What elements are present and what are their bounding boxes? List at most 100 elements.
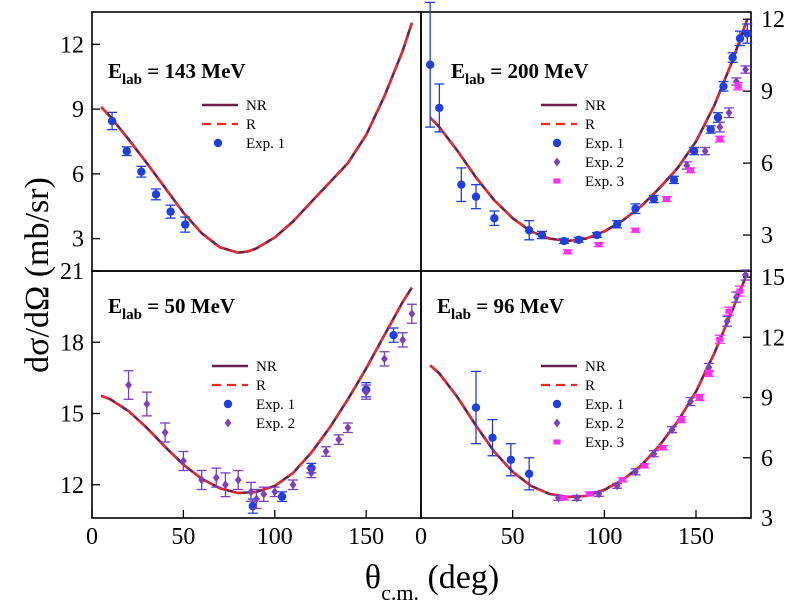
y-tick-label: 3 (761, 223, 773, 249)
data-point (122, 147, 131, 156)
data-point (687, 397, 694, 407)
x-axis-label-theta: θ (365, 559, 381, 596)
data-point (701, 146, 709, 156)
y-tick-label: 12 (60, 473, 84, 499)
data-point (595, 489, 603, 499)
y-tick-label: 15 (60, 402, 84, 428)
data-point (725, 308, 733, 314)
data-point (689, 146, 699, 156)
data-point (686, 167, 695, 173)
legend: NR R Exp. 1 Exp. 2 Exp. 3 (541, 359, 624, 451)
data-point (631, 227, 640, 233)
data-point (198, 475, 206, 485)
legend-label: R (585, 378, 595, 394)
data-point (457, 180, 466, 189)
legend-label: NR (246, 98, 267, 114)
data-point (716, 336, 724, 342)
x-axis-label-sub: c.m. (381, 580, 419, 605)
data-point (277, 492, 287, 501)
legend-swatch-exp--3 (553, 439, 561, 445)
data-point (137, 167, 146, 176)
legend-label: NR (256, 359, 277, 375)
panel-title: Elab = 96 MeV (437, 294, 564, 323)
data-point (736, 288, 744, 294)
series-exp--2 (123, 303, 417, 510)
series-exp--3 (559, 285, 745, 501)
data-point (253, 494, 260, 504)
x-tick-label: 100 (257, 524, 293, 550)
legend-label: Exp. 2 (585, 416, 624, 432)
series-exp--1 (107, 111, 191, 233)
x-tick-label: 150 (678, 524, 714, 550)
legend-swatch-exp--1 (552, 399, 562, 409)
data-point (560, 495, 568, 501)
y-tick-label: 9 (761, 79, 773, 105)
y-tick-label: 18 (60, 330, 84, 356)
y-tick-label: 9 (761, 386, 773, 412)
data-point (161, 428, 169, 437)
legend-label: Exp. 2 (256, 416, 295, 432)
data-point (728, 53, 737, 62)
data-point (613, 481, 621, 491)
legend-swatch-exp--3 (553, 178, 561, 184)
legend-swatch-exp--1 (223, 399, 233, 409)
data-point (408, 309, 416, 319)
panel-frame (420, 270, 752, 519)
y-tick-label: 15 (761, 265, 785, 291)
data-point (381, 354, 388, 364)
curve-R (100, 22, 413, 254)
legend-label: R (585, 117, 595, 133)
data-point (649, 194, 659, 204)
data-point (107, 116, 117, 126)
data-point (705, 370, 713, 377)
x-tick-label: 100 (586, 524, 622, 550)
legend-label: R (246, 117, 256, 133)
data-point (166, 207, 175, 216)
data-point (399, 335, 407, 345)
y-tick-label: 12 (761, 7, 785, 33)
data-point (612, 220, 622, 229)
data-point (706, 125, 715, 134)
data-point (723, 316, 731, 326)
y-tick-label: 6 (761, 446, 773, 472)
data-point (659, 445, 667, 451)
y-tick-label: 3 (761, 506, 773, 532)
data-point (573, 493, 581, 503)
series-exp--1 (425, 1, 753, 246)
x-tick-label: 150 (348, 524, 384, 550)
data-point (574, 235, 583, 245)
data-point (669, 175, 679, 185)
data-point (732, 292, 740, 302)
data-point (663, 196, 671, 202)
data-point (734, 83, 742, 89)
data-point (389, 330, 398, 340)
data-point (716, 122, 724, 132)
data-point (742, 270, 749, 280)
y-tick-label: 12 (761, 325, 785, 351)
panel-p50: 12 15 18 21 0 50 100 150 Elab = 50 MeV NR R Exp. 1 E… (60, 259, 422, 550)
legend: NR R Exp. 1 Exp. 2 Exp. 3 (541, 98, 624, 190)
y-tick-label: 21 (60, 259, 84, 285)
x-axis-label: θc.m. (deg) (365, 559, 499, 605)
data-point (696, 394, 704, 401)
data-point (181, 220, 190, 229)
y-tick-label: 12 (60, 32, 84, 58)
legend-swatch-exp--1 (552, 138, 562, 148)
data-point (151, 190, 161, 199)
y-axis-label: dσ/dΩ (mb/sr) (19, 177, 56, 373)
data-point (488, 433, 497, 442)
data-point (212, 473, 220, 483)
data-point (289, 480, 297, 490)
panel-title: Elab = 143 MeV (108, 59, 246, 88)
legend-label: Exp. 1 (585, 136, 624, 152)
series-exp--1 (471, 370, 535, 491)
data-point (435, 103, 444, 113)
data-point (595, 242, 603, 248)
legend-label: Exp. 1 (246, 136, 285, 152)
series-exp--3 (562, 82, 744, 255)
data-point (743, 29, 752, 38)
data-point (564, 249, 572, 255)
